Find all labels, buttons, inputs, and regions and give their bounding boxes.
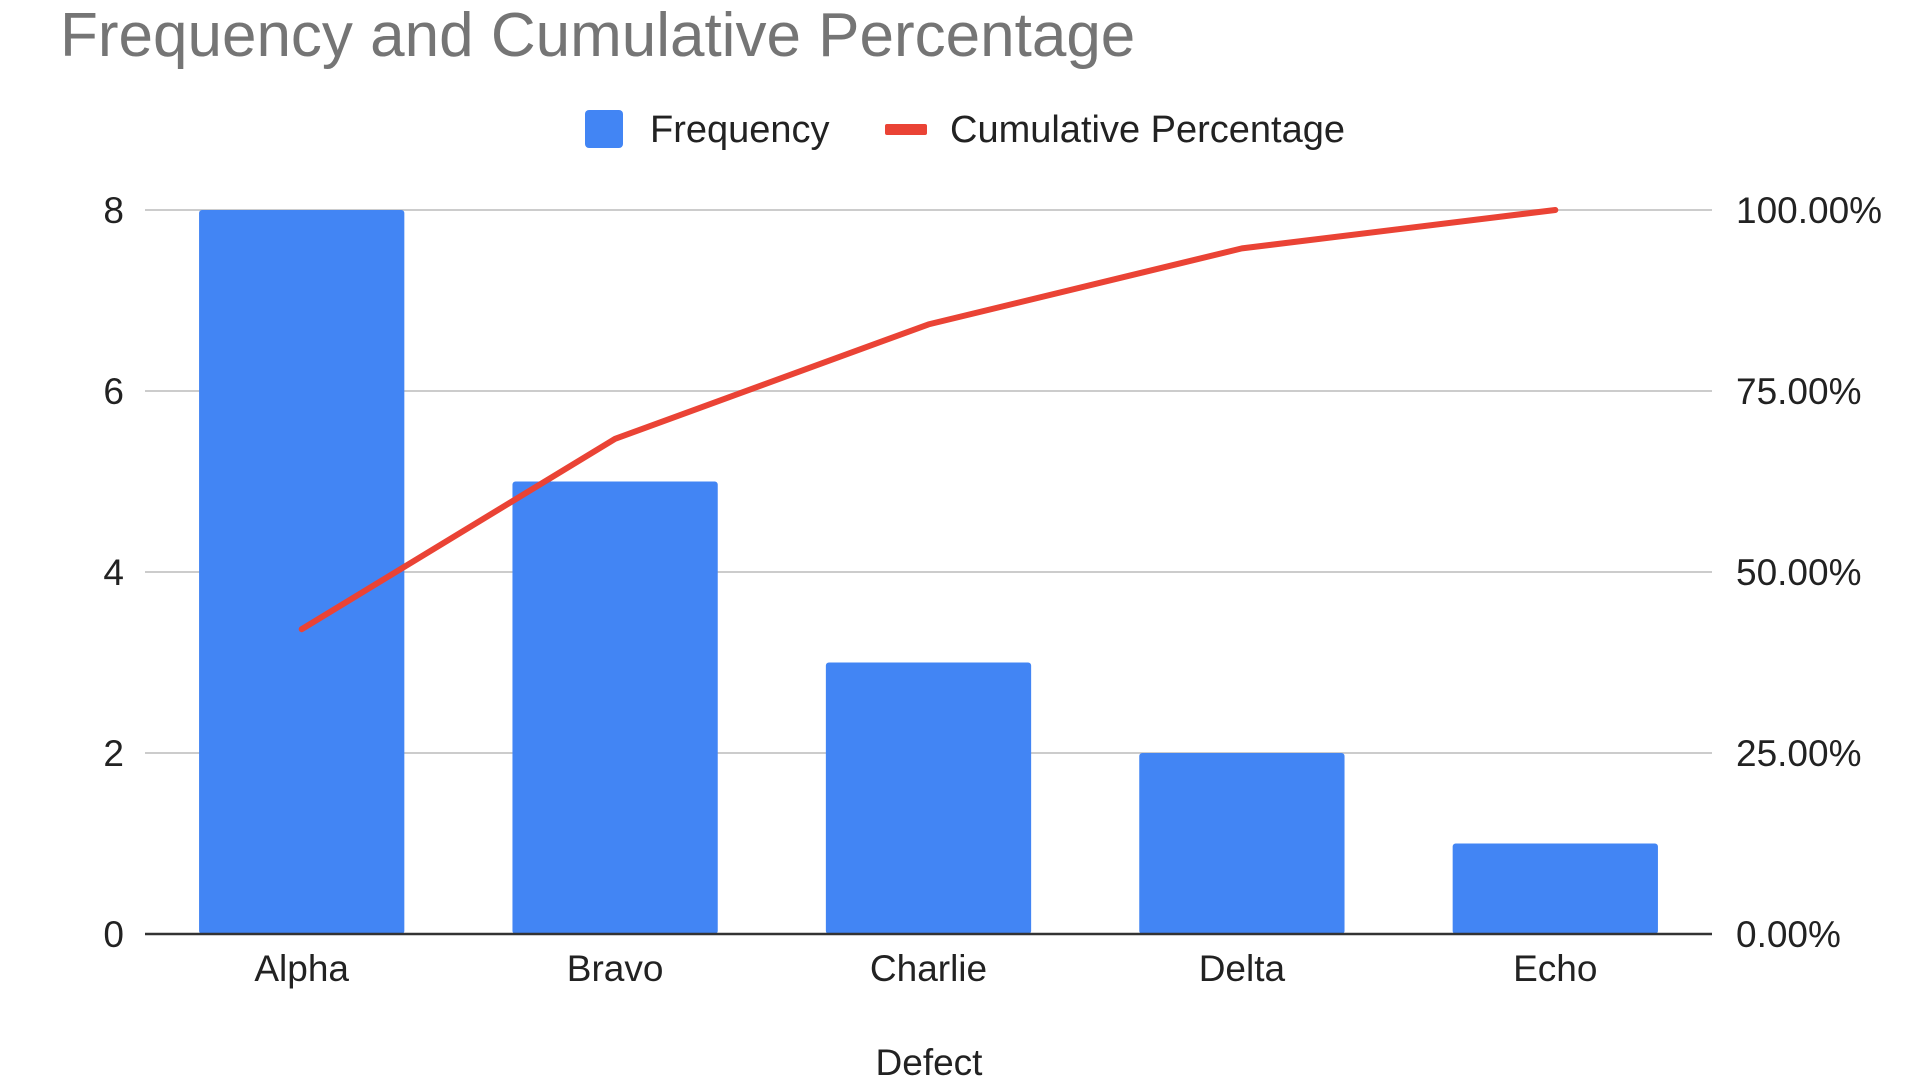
legend-swatch-frequency <box>585 110 623 148</box>
legend: Frequency Cumulative Percentage <box>585 109 1345 151</box>
y2-tick-label: 25.00% <box>1736 733 1862 774</box>
y2-tick-label: 75.00% <box>1736 371 1862 412</box>
x-tick-label: Delta <box>1199 948 1286 989</box>
legend-label-cumulative-percentage: Cumulative Percentage <box>950 109 1345 151</box>
y-tick-label: 8 <box>103 190 124 231</box>
cumulative-percentage-line <box>298 207 1559 633</box>
bar-alpha <box>199 210 405 934</box>
x-tick-label: Bravo <box>567 948 664 989</box>
bar-series-frequency <box>199 210 1658 934</box>
line-series-cumulative-percentage <box>298 207 1559 633</box>
x-axis-label: Defect <box>876 1042 984 1080</box>
y-tick-label: 2 <box>103 733 124 774</box>
y-tick-label: 4 <box>103 552 124 593</box>
legend-label-frequency: Frequency <box>650 109 830 151</box>
x-tick-label: Echo <box>1513 948 1597 989</box>
y-tick-label: 6 <box>103 371 124 412</box>
y2-tick-label: 50.00% <box>1736 552 1862 593</box>
bar-bravo <box>512 481 718 934</box>
bar-charlie <box>825 662 1032 934</box>
y-axis-left-ticks: 0 2 4 6 8 <box>103 190 124 955</box>
y-axis-right-ticks: 0.00% 25.00% 50.00% 75.00% 100.00% <box>1736 190 1882 955</box>
x-tick-label: Charlie <box>870 948 987 989</box>
chart-title: Frequency and Cumulative Percentage <box>60 1 1135 70</box>
x-axis-ticks: Alpha Bravo Charlie Delta Echo <box>254 948 1597 989</box>
bar-echo <box>1452 843 1658 934</box>
y2-tick-label: 100.00% <box>1736 190 1882 231</box>
x-tick-label: Alpha <box>254 948 349 989</box>
y-tick-label: 0 <box>103 914 124 955</box>
y2-tick-label: 0.00% <box>1736 914 1841 955</box>
legend-swatch-cumulative-percentage <box>885 124 927 135</box>
bar-delta <box>1139 753 1345 934</box>
